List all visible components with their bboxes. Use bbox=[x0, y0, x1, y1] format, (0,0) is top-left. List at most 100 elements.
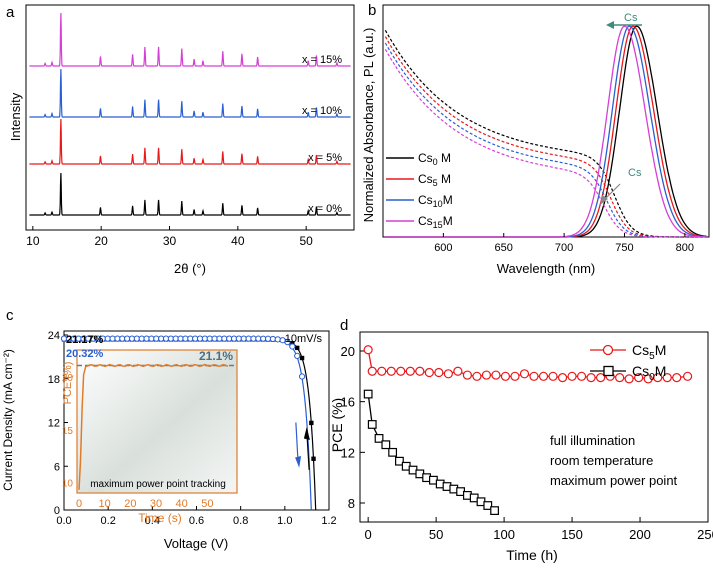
c-xtick-label-3: 0.6 bbox=[189, 515, 204, 527]
inset-xtick-label-0: 0 bbox=[76, 498, 82, 510]
pl-curve-3 bbox=[385, 25, 707, 238]
inset-xtick-label-4: 40 bbox=[176, 498, 188, 510]
absorbance-curve-1 bbox=[384, 36, 707, 238]
b-legend-label-1: Cs5 M bbox=[418, 172, 451, 188]
peak-shift-arrow-head bbox=[606, 21, 614, 29]
a-xtick-label-3: 40 bbox=[231, 234, 245, 248]
panel-b-legend: Cs0 M Cs5 M Cs10M Cs15M bbox=[386, 151, 453, 230]
inset-ytick-label-0: 10 bbox=[62, 478, 74, 489]
stability-point-0-28 bbox=[624, 374, 634, 384]
b-legend-suffix-3: M bbox=[443, 214, 453, 228]
edge-shift-arrow-head bbox=[600, 195, 608, 205]
panel-b-absorbance-pl-chart: 600 650 700 750 800 Normalized Absorbance, P… bbox=[361, 4, 710, 276]
d-ytick-label-2: 16 bbox=[341, 395, 355, 410]
mpp-tracking-curve bbox=[78, 363, 229, 490]
b-xtick-label-0: 600 bbox=[434, 242, 452, 254]
inset-frame bbox=[76, 349, 238, 494]
stability-point-1-2 bbox=[374, 434, 384, 443]
stability-point-0-10 bbox=[453, 366, 463, 376]
reverse-scan-pce: 20.32% bbox=[66, 348, 104, 360]
forward-scan-arrow bbox=[306, 433, 310, 470]
c-xtick-label-2: 0.4 bbox=[145, 515, 160, 527]
stability-point-1-1 bbox=[367, 420, 377, 429]
jv-point-0-47 bbox=[290, 341, 295, 346]
jv-point-0-48 bbox=[295, 345, 300, 351]
scan-rate-label: 10mV/s bbox=[285, 333, 323, 345]
jv-point-1-49 bbox=[298, 373, 306, 380]
c-xtick-label-0: 0.0 bbox=[56, 515, 71, 527]
stability-point-0-1 bbox=[367, 366, 377, 376]
stability-point-0-24 bbox=[586, 373, 596, 383]
stability-point-1-3 bbox=[381, 440, 391, 450]
stability-point-0-18 bbox=[529, 371, 539, 381]
inset-xtick-label-5: 50 bbox=[201, 498, 213, 510]
d-legend-suffix-0: M bbox=[655, 342, 667, 358]
jv-point-1-47 bbox=[289, 343, 296, 350]
stability-point-0-14 bbox=[491, 370, 501, 380]
panel-label-c: c bbox=[6, 307, 14, 324]
xrd-pattern-3 bbox=[29, 12, 351, 67]
stability-point-0-11 bbox=[462, 370, 472, 380]
stability-point-0-30 bbox=[643, 374, 653, 384]
condition-line-1: full illumination bbox=[550, 433, 635, 448]
b-xtick-label-2: 700 bbox=[555, 242, 573, 254]
stability-point-0-25 bbox=[596, 373, 606, 383]
c-xtick-label-5: 1.0 bbox=[277, 515, 292, 527]
d-xtick-label-3: 150 bbox=[561, 527, 583, 542]
absorbance-curve-2 bbox=[384, 42, 707, 238]
panel-b-ylabel: Normalized Absorbance, PL (a.u.) bbox=[361, 28, 376, 223]
stability-point-0-3 bbox=[386, 366, 396, 376]
stability-point-0-34 bbox=[683, 371, 693, 381]
stability-point-1-4 bbox=[388, 447, 398, 457]
d-legend-marker-0 bbox=[602, 344, 614, 356]
panel-c-ylabel: Current Density (mA cm⁻²) bbox=[1, 349, 15, 491]
stability-point-0-31 bbox=[653, 373, 663, 383]
condition-line-3: maximum power point bbox=[550, 473, 678, 488]
b-legend-sub-2: 10 bbox=[433, 199, 443, 209]
d-legend-label-1: Cs0M bbox=[632, 363, 666, 383]
c-ytick-label-4: 24 bbox=[48, 330, 60, 342]
reverse-scan-arrow bbox=[295, 422, 299, 463]
stability-point-0-5 bbox=[405, 366, 415, 376]
stability-point-0-22 bbox=[567, 371, 577, 381]
b-xtick-label-1: 650 bbox=[495, 242, 513, 254]
b-xtick-label-3: 750 bbox=[615, 242, 633, 254]
stability-point-0-4 bbox=[396, 366, 406, 376]
c-ytick-label-3: 18 bbox=[48, 374, 60, 386]
inset-ytick-label-2: 20 bbox=[62, 373, 74, 384]
edge-shift-arrow bbox=[603, 183, 621, 201]
jv-point-1-46 bbox=[284, 339, 291, 346]
inset-ylabel: PCE (%) bbox=[62, 362, 74, 405]
d-legend-suffix-1: M bbox=[655, 363, 667, 379]
inset-xtick-label-1: 10 bbox=[99, 498, 111, 510]
stability-point-1-0 bbox=[363, 389, 373, 399]
stability-point-0-8 bbox=[434, 367, 444, 378]
stability-point-1-19 bbox=[490, 506, 499, 515]
stability-point-0-32 bbox=[662, 373, 672, 383]
panel-a-xrd-chart: x = 0% x = 5% x = 10% x = 15% 10 20 30 40 50 In… bbox=[8, 4, 355, 276]
panel-label-b: b bbox=[368, 2, 376, 19]
stability-point-1-5 bbox=[395, 456, 404, 466]
stability-point-0-15 bbox=[500, 371, 511, 381]
c-ytick-label-0: 0 bbox=[54, 505, 60, 517]
panel-label-d: d bbox=[340, 317, 348, 334]
c-xtick-label-6: 1.2 bbox=[321, 515, 336, 527]
stability-point-0-33 bbox=[672, 373, 682, 383]
stability-point-0-2 bbox=[377, 366, 387, 376]
jv-point-0-49 bbox=[299, 355, 305, 361]
jv-point-0-51 bbox=[311, 456, 316, 461]
b-legend-suffix-1: M bbox=[438, 172, 451, 186]
xrd-pattern-0 bbox=[29, 172, 351, 216]
d-legend-marker-1 bbox=[603, 365, 614, 377]
b-legend-label-0: Cs0 M bbox=[418, 151, 451, 167]
xrd-label-1: x = 5% bbox=[308, 152, 342, 164]
b-legend-label-2: Cs10M bbox=[418, 193, 453, 209]
d-xtick-label-0: 0 bbox=[365, 527, 372, 542]
stability-point-0-21 bbox=[557, 373, 568, 383]
stability-point-0-29 bbox=[634, 373, 644, 383]
jv-point-1-48 bbox=[294, 352, 301, 359]
